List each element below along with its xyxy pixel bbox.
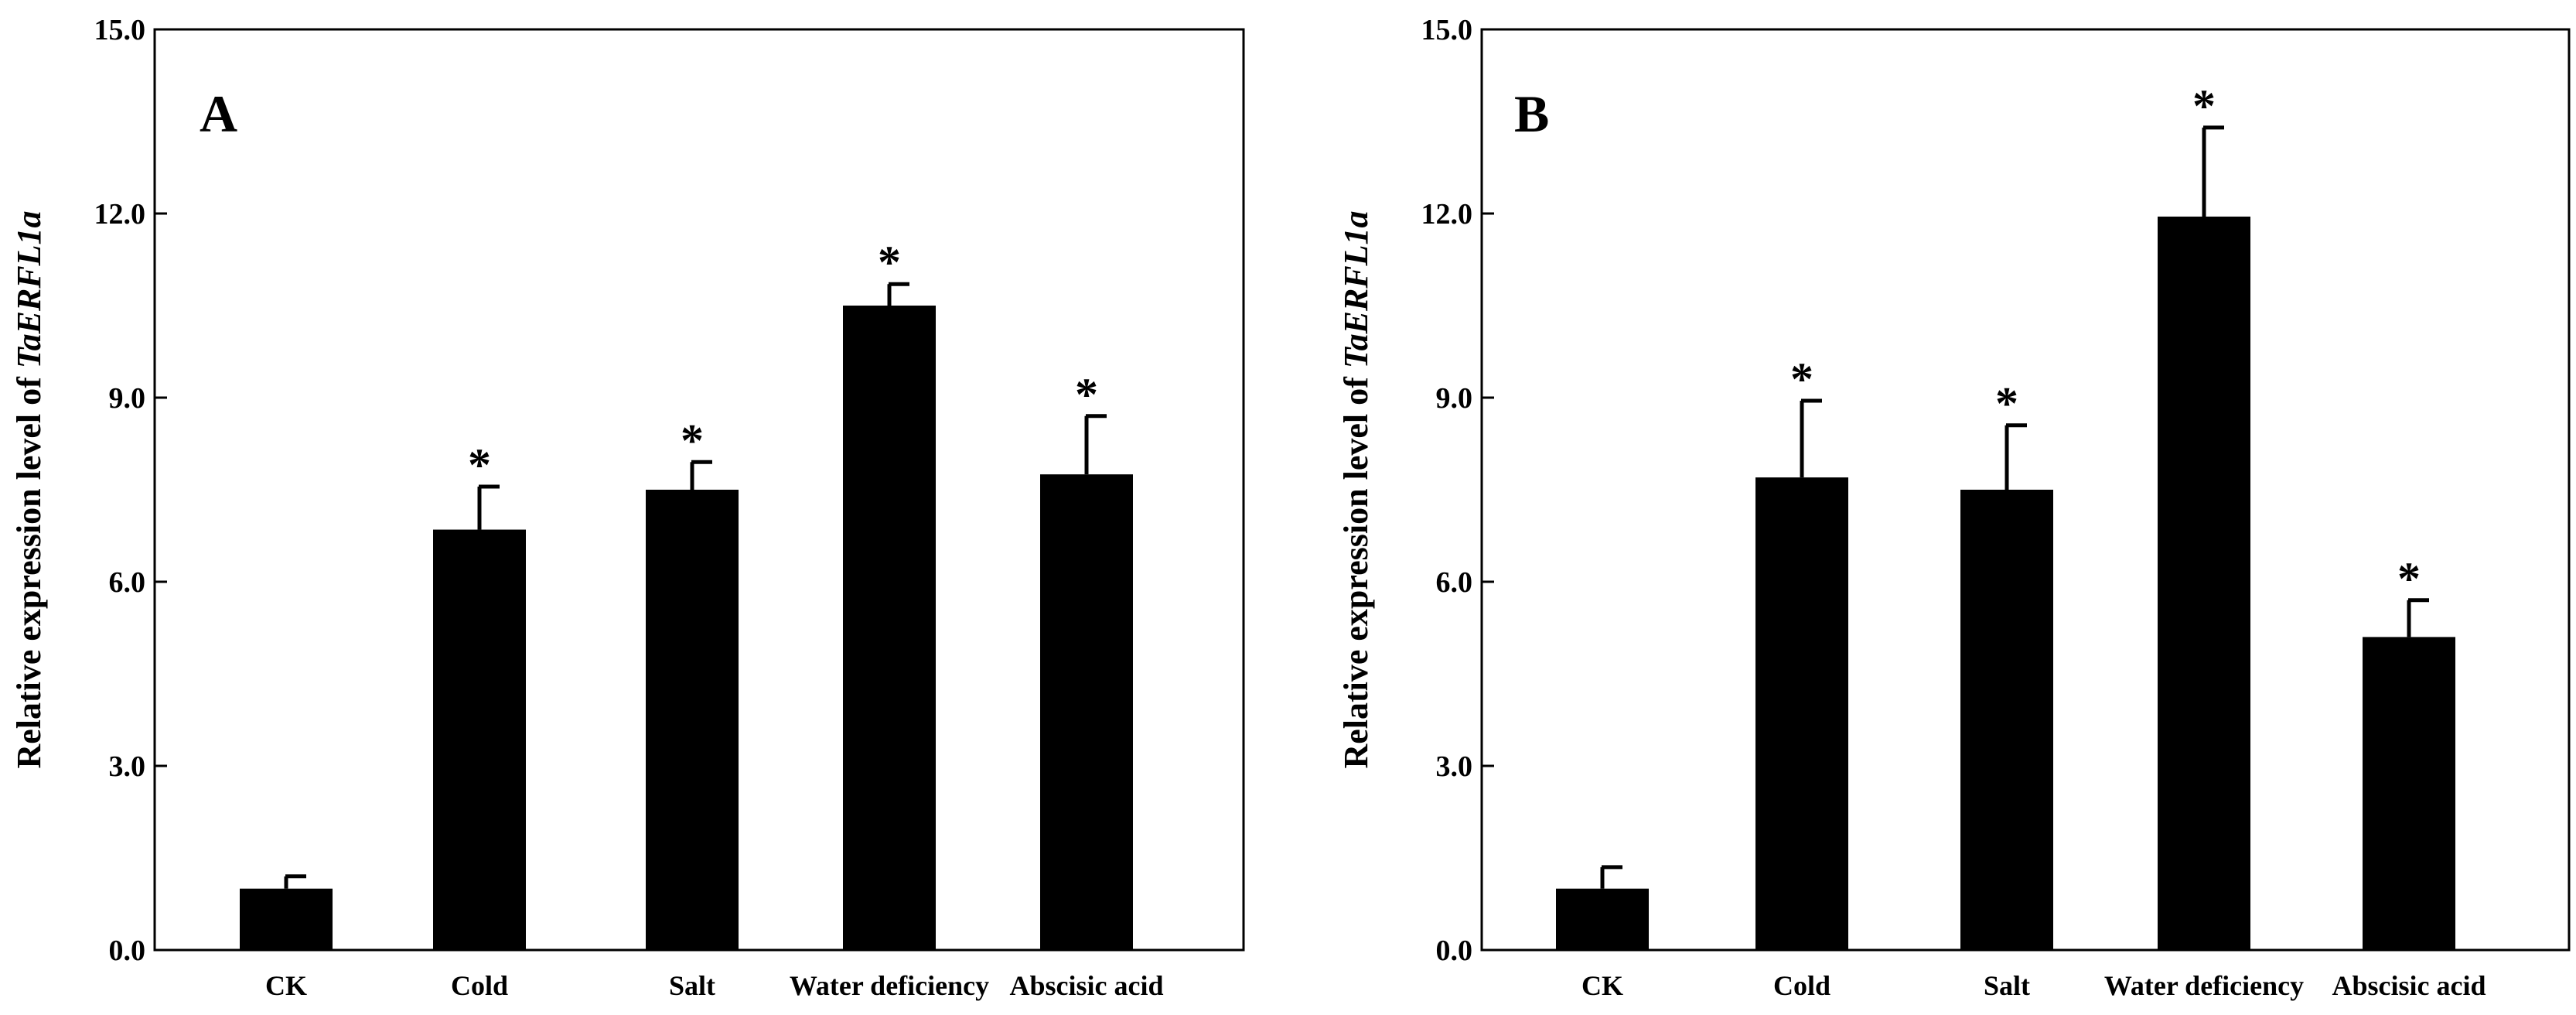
- y-axis-title: Relative expression level of TaERFL1a: [10, 210, 48, 768]
- bar: [646, 490, 739, 950]
- panel-letter: B: [1514, 84, 1549, 143]
- y-tick-label: 0.0: [109, 935, 146, 967]
- y-axis-title-gene: TaERFL1a: [10, 210, 48, 368]
- bar: [1755, 477, 1848, 950]
- category-label: Abscisic acid: [2332, 970, 2486, 1001]
- category-label: Water deficiency: [790, 970, 989, 1001]
- bar: [843, 306, 936, 950]
- y-tick-label: 12.0: [1421, 198, 1473, 231]
- significance-marker: *: [1790, 354, 1813, 405]
- bar: [1556, 888, 1649, 950]
- category-label: Cold: [451, 970, 508, 1001]
- panel-letter: A: [200, 84, 237, 143]
- panel-b-chart: 0.0 3.0 6.0 9.0 12.0 15.0 Relative expression …: [1337, 14, 2571, 1001]
- category-label: Water deficiency: [2104, 970, 2304, 1001]
- y-tick-label: 12.0: [94, 198, 146, 231]
- bar: [1040, 474, 1133, 950]
- y-tick-label: 3.0: [109, 750, 146, 783]
- y-axis-title: Relative expression level of TaERFL1a: [1337, 210, 1375, 768]
- category-label: CK: [1581, 970, 1623, 1001]
- panel-a-chart: 0.0 3.0 6.0 9.0 12.0 15.0 Relative expression …: [10, 14, 1245, 1001]
- bar: [1960, 490, 2053, 950]
- y-axis-title-prefix: Relative expression level of: [10, 368, 48, 768]
- y-tick-label: 9.0: [109, 382, 146, 415]
- category-label: Cold: [1773, 970, 1830, 1001]
- y-tick-label: 9.0: [1436, 382, 1473, 415]
- significance-marker: *: [878, 237, 901, 288]
- significance-marker: *: [1075, 369, 1098, 420]
- category-label: Abscisic acid: [1009, 970, 1163, 1001]
- y-tick-label: 6.0: [1436, 566, 1473, 599]
- significance-marker: *: [2192, 80, 2216, 132]
- bar: [240, 888, 333, 950]
- y-tick-label: 6.0: [109, 566, 146, 599]
- y-axis-title-gene: TaERFL1a: [1337, 210, 1375, 368]
- y-axis-title-prefix: Relative expression level of: [1337, 368, 1375, 768]
- y-tick-label: 0.0: [1436, 935, 1473, 967]
- significance-marker: *: [1995, 378, 2018, 429]
- y-tick-label: 15.0: [1421, 14, 1473, 46]
- significance-marker: *: [468, 439, 491, 490]
- category-label: Salt: [669, 970, 715, 1001]
- category-label: CK: [265, 970, 307, 1001]
- y-tick-label: 15.0: [94, 14, 146, 46]
- bar: [2363, 637, 2455, 950]
- category-label: Salt: [1984, 970, 2030, 1001]
- bar: [433, 529, 526, 950]
- significance-marker: *: [681, 415, 704, 466]
- bar: [2158, 216, 2250, 950]
- y-tick-label: 3.0: [1436, 750, 1473, 783]
- significance-marker: *: [2397, 553, 2421, 604]
